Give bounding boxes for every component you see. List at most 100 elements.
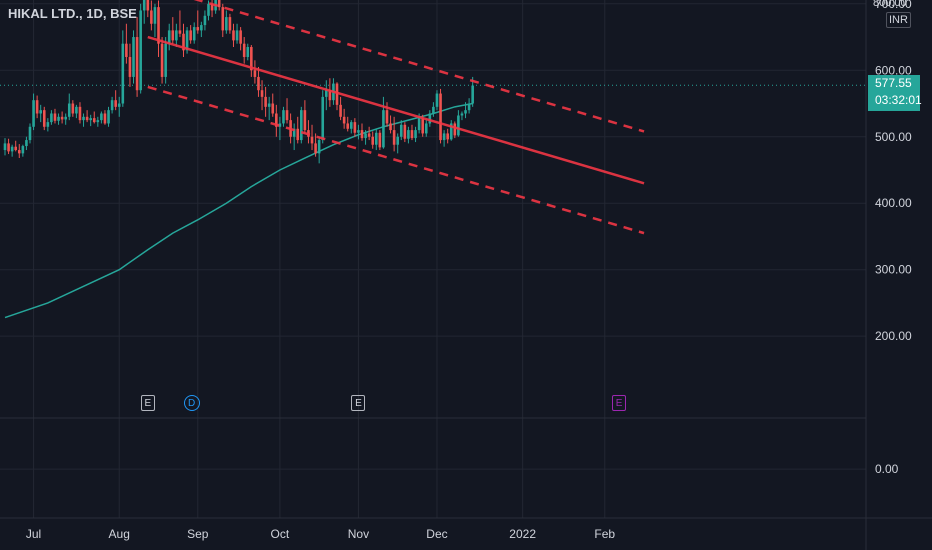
candle-body	[85, 116, 89, 121]
candle-body	[300, 110, 303, 141]
candle-body	[92, 118, 96, 123]
candle-body	[364, 133, 367, 139]
candle-body	[285, 110, 289, 121]
candle-body	[96, 120, 100, 123]
upcoming-event-icon[interactable]: E	[612, 395, 627, 411]
candle-body	[339, 104, 342, 117]
candle-body	[382, 110, 385, 148]
x-tick-label: 2022	[509, 527, 536, 541]
candle-body	[160, 43, 164, 77]
candle-body	[275, 113, 278, 127]
candle-body	[303, 110, 307, 131]
candle-body	[28, 126, 32, 141]
last-price-value: 577.55	[875, 76, 912, 91]
x-tick-label: Aug	[109, 527, 130, 541]
earnings-event-icon[interactable]: E	[351, 395, 366, 411]
candle-body	[260, 90, 264, 97]
x-tick-label: Jul	[26, 527, 41, 541]
candle-body	[150, 10, 153, 24]
moving-average-line	[4, 102, 473, 319]
candle-body	[75, 106, 78, 114]
candle-body	[310, 136, 314, 144]
x-tick-label: Feb	[594, 527, 615, 541]
candle-body	[21, 146, 25, 154]
candle-body	[296, 128, 300, 141]
x-tick-label: Oct	[271, 527, 290, 541]
candle-body	[189, 30, 192, 41]
candle-body	[271, 103, 275, 114]
candle-body	[217, 0, 221, 8]
candle-body	[314, 143, 317, 154]
candle-body	[267, 103, 271, 107]
candle-body	[142, 0, 146, 11]
candle-body	[157, 7, 160, 44]
candle-body	[67, 103, 71, 117]
candle-body	[182, 33, 185, 51]
y-tick-label: 0.00	[875, 462, 899, 476]
symbol-title[interactable]: HIKAL LTD., 1D, BSE	[8, 6, 137, 21]
channel-lower-band	[147, 85, 645, 235]
y-tick-label: 600.00	[875, 63, 912, 77]
candle-body	[349, 122, 353, 129]
candle-body	[292, 128, 296, 137]
candle-body	[14, 146, 18, 151]
candle-body	[53, 113, 57, 121]
candle-body	[146, 0, 150, 11]
x-tick-label: Nov	[348, 527, 369, 541]
moving-average-layer	[4, 102, 473, 319]
earnings-event-icon[interactable]: E	[140, 395, 155, 411]
candle-body	[82, 116, 85, 121]
candle-body	[10, 146, 14, 152]
candle-body	[71, 103, 75, 114]
candle-body	[317, 140, 321, 154]
candle-body	[135, 37, 139, 91]
candle-body	[242, 43, 246, 57]
candle-body	[367, 133, 371, 137]
candle-body	[403, 124, 407, 139]
candle-body	[428, 113, 432, 124]
candle-body	[239, 30, 242, 44]
candle-body	[171, 30, 175, 41]
candle-body	[246, 47, 250, 57]
candle-body	[389, 123, 392, 131]
candle-body	[78, 106, 82, 121]
candle-body	[114, 100, 117, 107]
candle-body	[178, 30, 182, 34]
candle-body	[449, 123, 453, 140]
candle-body	[50, 113, 53, 123]
candle-body	[321, 96, 325, 141]
x-tick-label: Dec	[426, 527, 447, 541]
candle-body	[232, 30, 235, 41]
candle-body	[399, 124, 403, 137]
candle-body	[64, 116, 67, 120]
candle-body	[328, 90, 332, 101]
dividend-event-icon[interactable]: D	[183, 395, 200, 411]
candle-body	[442, 133, 446, 141]
candle-body	[32, 100, 35, 127]
channel-midline	[147, 35, 645, 185]
candle-body	[132, 37, 135, 77]
candle-body	[89, 118, 92, 121]
y-tick-label: 200.00	[875, 329, 912, 343]
y-tick-label: 300.00	[875, 263, 912, 277]
candle-body	[221, 7, 225, 31]
candle-body	[342, 116, 346, 124]
grid-lines	[0, 0, 866, 518]
candle-body	[424, 123, 428, 134]
candle-body	[7, 143, 10, 152]
currency-badge[interactable]: INR	[886, 12, 911, 28]
bar-countdown: 03:32:01	[875, 93, 922, 108]
candle-body	[125, 43, 128, 57]
candle-body	[235, 30, 239, 41]
candle-body	[42, 110, 46, 127]
regression-channel[interactable]	[147, 0, 645, 235]
candle-body	[439, 93, 442, 141]
candle-body	[196, 27, 200, 31]
candle-body	[414, 130, 417, 139]
candle-body	[417, 118, 421, 131]
candle-body	[432, 106, 435, 114]
candle-body	[257, 76, 260, 91]
candle-body	[353, 122, 357, 133]
candle-body	[128, 56, 132, 77]
